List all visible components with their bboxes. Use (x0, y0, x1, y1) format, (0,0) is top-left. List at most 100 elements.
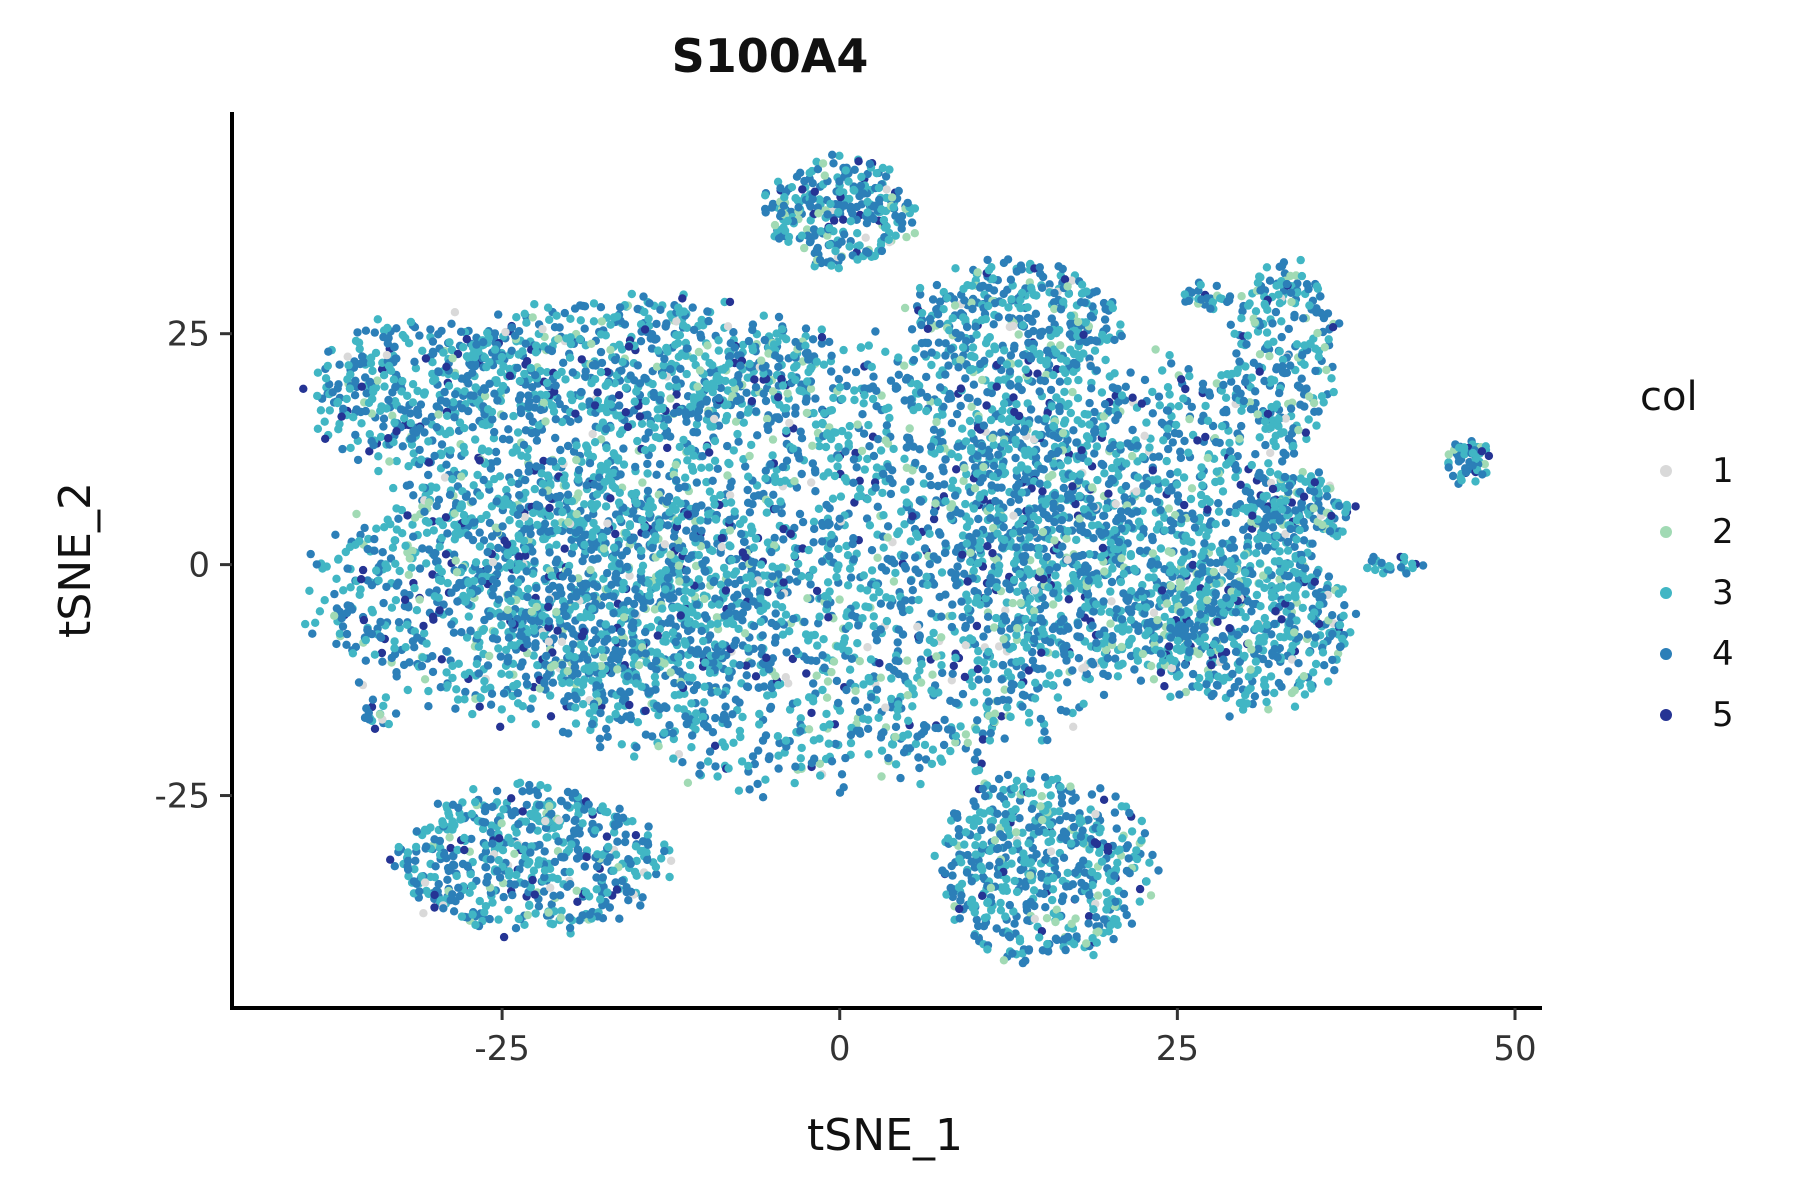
scatter-point (613, 312, 622, 321)
scatter-point (901, 596, 910, 605)
scatter-point (522, 567, 531, 576)
scatter-point (678, 294, 687, 303)
scatter-point (552, 492, 561, 502)
scatter-point (724, 764, 733, 773)
scatter-point (743, 408, 753, 417)
scatter-point (733, 590, 742, 599)
scatter-point (493, 396, 502, 405)
scatter-point (652, 648, 662, 657)
scatter-point (1059, 483, 1069, 493)
scatter-point (338, 444, 347, 454)
scatter-point (516, 405, 526, 414)
scatter-point (822, 709, 831, 719)
scatter-point (315, 607, 325, 616)
scatter-point (439, 348, 448, 357)
scatter-point (532, 341, 541, 350)
scatter-point (343, 352, 352, 361)
scatter-point (834, 544, 843, 554)
scatter-point (1066, 408, 1076, 418)
scatter-point (823, 210, 832, 219)
scatter-point (781, 736, 791, 745)
scatter-point (536, 405, 545, 415)
scatter-point (460, 670, 470, 679)
scatter-point (639, 292, 648, 301)
scatter-point (969, 566, 978, 575)
scatter-point (789, 444, 798, 453)
scatter-point (583, 655, 592, 664)
scatter-point (834, 442, 843, 452)
scatter-point (963, 738, 972, 747)
scatter-point (838, 394, 847, 404)
scatter-point (615, 559, 624, 568)
scatter-point (813, 641, 822, 650)
scatter-point (704, 510, 713, 519)
scatter-point (1053, 581, 1062, 590)
scatter-point (827, 367, 836, 376)
scatter-point (313, 424, 323, 433)
scatter-point (448, 354, 457, 363)
scatter-point (912, 529, 921, 538)
scatter-point (550, 519, 559, 528)
scatter-point (374, 576, 383, 585)
scatter-point (443, 411, 452, 420)
scatter-point (1154, 520, 1164, 529)
scatter-point (542, 651, 551, 661)
scatter-point (1023, 399, 1032, 408)
scatter-point (1069, 722, 1078, 731)
scatter-point (700, 698, 709, 707)
scatter-point (1024, 666, 1034, 675)
scatter-point (703, 307, 712, 316)
scatter-point (744, 761, 753, 771)
scatter-point (713, 772, 722, 781)
scatter-point (1014, 520, 1023, 529)
scatter-point (711, 713, 720, 723)
scatter-point (606, 345, 615, 355)
scatter-point (688, 303, 697, 312)
scatter-point (434, 330, 443, 339)
scatter-point (911, 553, 920, 562)
scatter-point (900, 672, 909, 681)
scatter-point (430, 451, 439, 461)
scatter-point (568, 368, 577, 377)
scatter-point (556, 445, 565, 455)
scatter-point (403, 511, 412, 520)
scatter-point (428, 337, 438, 346)
scatter-point (836, 492, 846, 501)
scatter-point (846, 573, 856, 582)
scatter-point (557, 637, 567, 646)
scatter-point (936, 428, 945, 437)
scatter-point (725, 515, 734, 525)
scatter-point (656, 549, 665, 559)
scatter-point (437, 567, 446, 576)
scatter-point (671, 637, 680, 647)
scatter-point (632, 387, 641, 396)
scatter-point (951, 738, 960, 747)
scatter-point (320, 596, 329, 605)
scatter-point (370, 328, 379, 337)
scatter-point (914, 568, 923, 578)
scatter-point (480, 684, 489, 694)
scatter-point (998, 695, 1008, 704)
scatter-point (557, 367, 566, 377)
scatter-point (795, 509, 805, 519)
scatter-point (809, 697, 818, 706)
scatter-point (648, 379, 657, 389)
scatter-point (419, 621, 428, 631)
scatter-point (766, 460, 775, 469)
scatter-point (805, 200, 814, 209)
scatter-point (768, 435, 778, 444)
scatter-point (735, 726, 745, 736)
scatter-point (624, 342, 634, 351)
scatter-point (684, 554, 693, 563)
scatter-point (887, 740, 897, 749)
scatter-point (399, 660, 409, 670)
scatter-point (874, 183, 884, 193)
scatter-point (918, 464, 927, 474)
scatter-point (646, 334, 655, 343)
scatter-point (774, 234, 784, 243)
scatter-point (863, 643, 872, 652)
scatter-point (655, 625, 664, 634)
scatter-point (900, 561, 909, 571)
scatter-point (566, 339, 576, 349)
scatter-point (926, 442, 936, 451)
